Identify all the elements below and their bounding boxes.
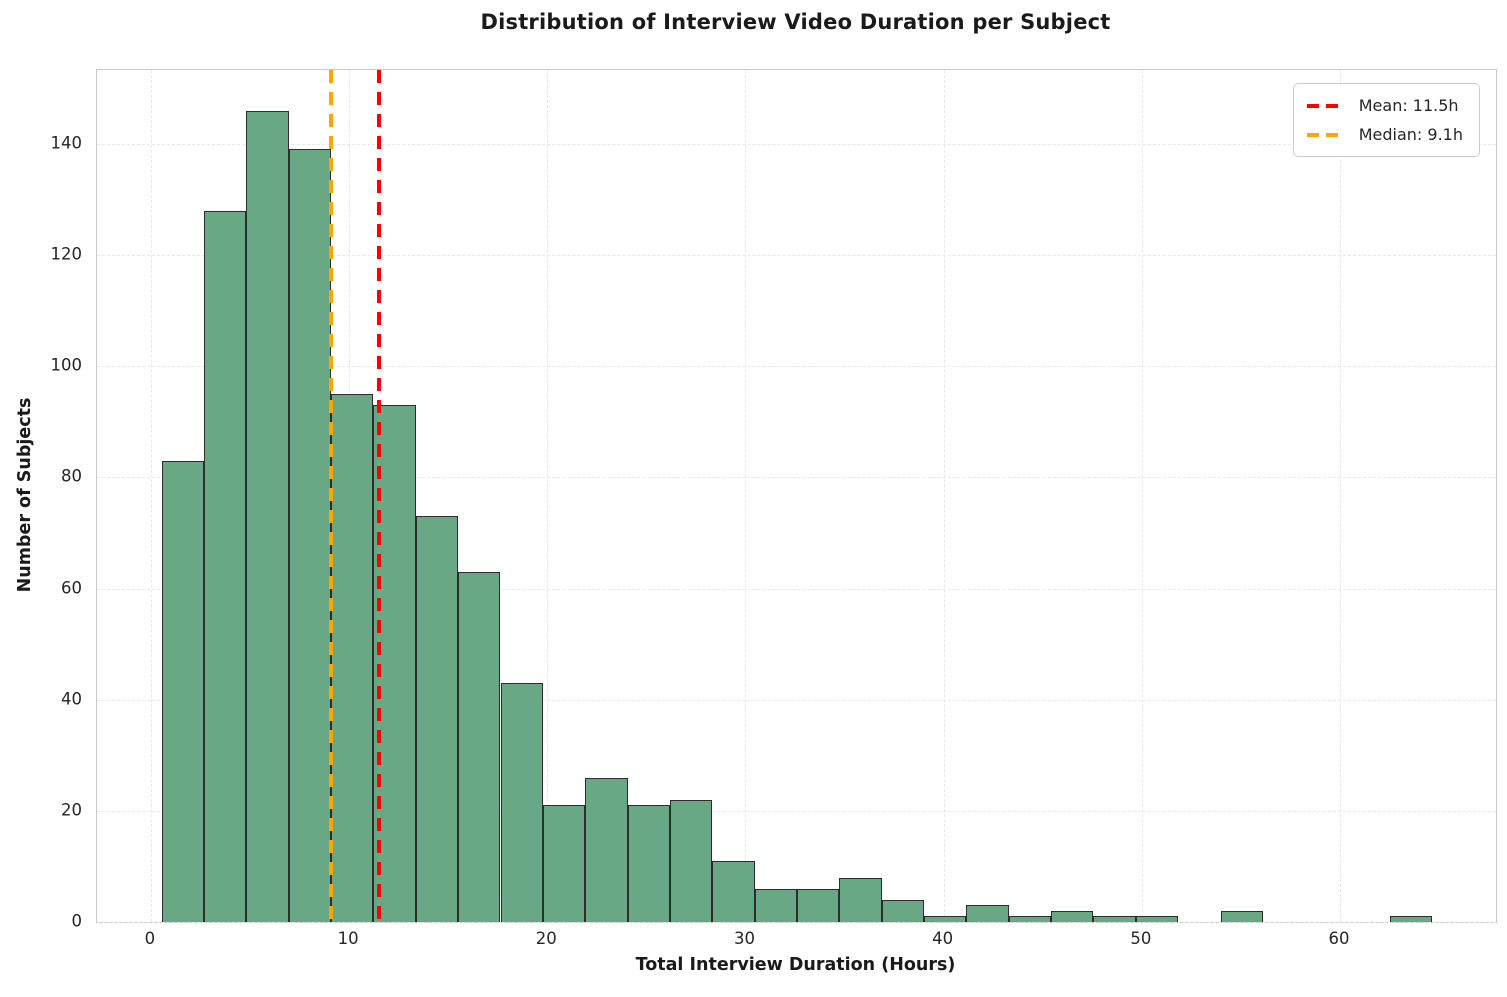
y-gridline (97, 588, 1496, 590)
y-gridline (97, 255, 1496, 257)
histogram-bar (754, 888, 797, 922)
x-gridline (1340, 70, 1342, 922)
y-tick-label: 40 (61, 689, 82, 709)
histogram-bar (458, 571, 501, 922)
x-tick-label: 20 (535, 929, 557, 948)
histogram-bar (1389, 916, 1433, 922)
x-axis-ticks: 0 10 20 30 40 50 60 (96, 929, 1495, 953)
histogram-bar (1093, 916, 1136, 922)
x-tick-label: 60 (1328, 929, 1350, 948)
y-tick-label: 120 (50, 244, 83, 264)
histogram-bar (839, 877, 882, 922)
x-tick-label: 10 (337, 929, 359, 948)
histogram-bar (585, 777, 628, 922)
x-gridline (1141, 70, 1143, 922)
x-tick-label: 0 (144, 929, 156, 948)
y-gridline (97, 810, 1496, 812)
y-tick-label: 100 (50, 355, 83, 375)
histogram-bar (500, 683, 543, 922)
legend-item-median: Median: 9.1h (1306, 125, 1463, 144)
plot-area: Mean: 11.5h Median: 9.1h (96, 69, 1497, 923)
histogram-bar (712, 860, 755, 922)
legend-label-mean: Mean: 11.5h (1358, 96, 1459, 115)
y-tick-label: 60 (61, 578, 82, 598)
legend: Mean: 11.5h Median: 9.1h (1292, 83, 1480, 157)
x-axis-label: Total Interview Duration (Hours) (635, 955, 956, 975)
histogram-bar (796, 888, 840, 922)
median-dashed-line-swatch (1306, 132, 1345, 137)
histogram-bar (881, 899, 925, 922)
median-line (329, 70, 334, 922)
histogram-bar (924, 916, 967, 922)
x-gridline (943, 70, 945, 922)
histogram-bar (415, 516, 459, 922)
histogram-bar (542, 805, 586, 922)
histogram-bar (246, 110, 289, 922)
y-gridline (97, 477, 1496, 479)
histogram-bar (1220, 910, 1263, 922)
x-tick-label: 30 (733, 929, 755, 948)
y-tick-label: 80 (61, 466, 82, 486)
x-gridline (547, 70, 549, 922)
histogram-bar (627, 805, 670, 922)
y-gridline (97, 143, 1496, 145)
y-tick-label: 0 (71, 911, 83, 931)
histogram-bar (331, 394, 374, 922)
y-gridline (97, 699, 1496, 701)
histogram-bar (966, 905, 1009, 922)
histogram-bar (1008, 916, 1052, 922)
mean-dashed-line-swatch (1306, 103, 1345, 108)
histogram-bar (669, 799, 713, 922)
x-tick-label: 40 (932, 929, 954, 948)
x-tick-label: 50 (1130, 929, 1152, 948)
y-tick-label: 20 (61, 800, 82, 820)
histogram-bar (204, 210, 247, 922)
histogram-bar (161, 460, 205, 922)
histogram-bar (1051, 910, 1094, 922)
chart-title: Distribution of Interview Video Duration… (480, 10, 1111, 34)
mean-line (376, 70, 381, 922)
y-tick-label: 140 (50, 133, 83, 153)
y-axis-ticks: 0 20 40 60 80 100 120 140 (0, 69, 88, 930)
legend-item-mean: Mean: 11.5h (1306, 96, 1463, 115)
histogram-bar (1135, 916, 1179, 922)
y-gridline (97, 922, 1496, 923)
x-gridline (150, 70, 152, 922)
y-gridline (97, 366, 1496, 368)
histogram-bar (288, 149, 332, 922)
x-gridline (745, 70, 747, 922)
legend-label-median: Median: 9.1h (1358, 125, 1463, 144)
